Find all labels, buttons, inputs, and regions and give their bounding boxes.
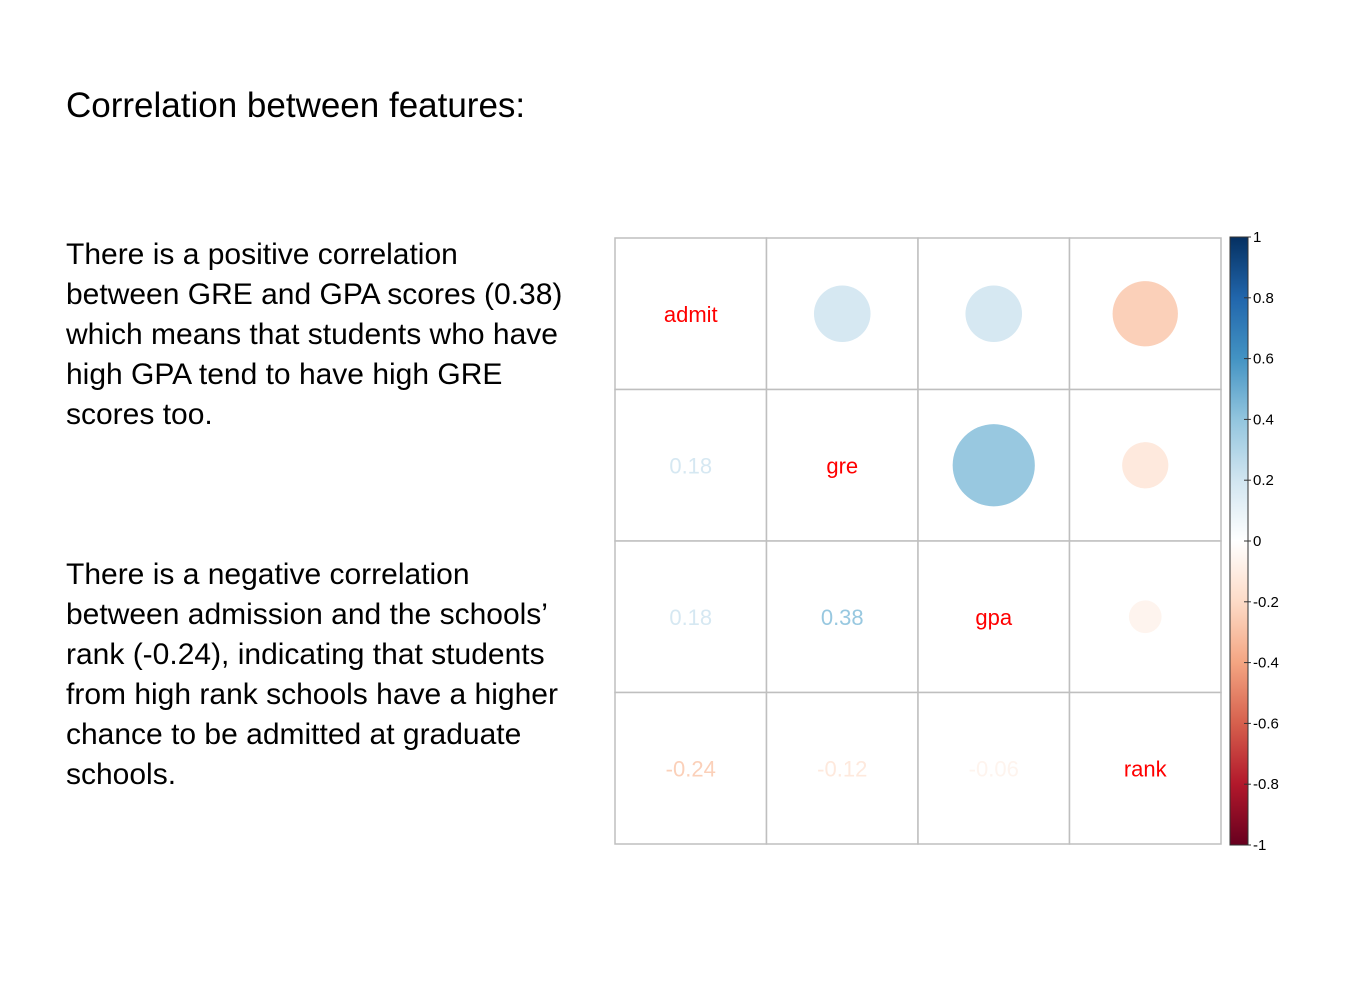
colorbar-tick-label: -0.6 bbox=[1253, 715, 1279, 732]
colorbar-tick-label: 1 bbox=[1253, 229, 1261, 246]
matrix-cell-gre-admit bbox=[614, 388, 768, 542]
matrix-cell-gre-gre bbox=[765, 388, 919, 542]
matrix-marks: admit 0.18 gre 0.18 0.38 gpa -0.24 -0.12 -0.06 ra… bbox=[664, 281, 1178, 781]
matrix-cell-admit-admit bbox=[614, 237, 768, 391]
colorbar-tick-label: 0.2 bbox=[1253, 472, 1274, 489]
corr-value-rank-gpa: -0.06 bbox=[969, 756, 1019, 781]
colorbar-tick-label: 0.8 bbox=[1253, 290, 1274, 307]
corr-circle-gpa-rank bbox=[1128, 600, 1162, 634]
colorbar-tick-label: -1 bbox=[1253, 837, 1266, 854]
corr-value-rank-gre: -0.12 bbox=[817, 756, 867, 781]
matrix-cell-gpa-admit bbox=[614, 540, 768, 694]
matrix-cell-rank-admit bbox=[614, 691, 768, 845]
matrix-cell-rank-gre bbox=[765, 691, 919, 845]
colorbar-tick-label: 0.4 bbox=[1253, 411, 1274, 428]
corr-circle-admit-rank bbox=[1112, 281, 1178, 347]
colorbar-tick-label: -0.4 bbox=[1253, 655, 1279, 672]
paragraph-positive-correlation: There is a positive correlation between … bbox=[66, 238, 563, 431]
variable-label-admit: admit bbox=[664, 302, 718, 327]
paragraph-negative-correlation: There is a negative correlation between … bbox=[66, 558, 558, 791]
colorbar-tick-label: -0.8 bbox=[1253, 776, 1279, 793]
colorbar-tick-label: -0.2 bbox=[1253, 594, 1279, 611]
correlation-matrix-chart: admit 0.18 gre 0.18 0.38 gpa -0.24 -0.12 -0.06 ra… bbox=[614, 229, 1279, 854]
colorbar-tick-label: 0.6 bbox=[1253, 351, 1274, 368]
corr-value-rank-admit: -0.24 bbox=[666, 756, 716, 781]
matrix-cell-rank-gpa bbox=[917, 691, 1071, 845]
variable-label-gre: gre bbox=[826, 453, 858, 478]
corr-value-gre-admit: 0.18 bbox=[669, 453, 712, 478]
corr-circle-gre-gpa bbox=[952, 424, 1035, 507]
colorbar: 1 0.8 0.6 0.4 0.2 0 -0.2 -0.4 -0.6 -0.8 -1 bbox=[1229, 229, 1279, 854]
corr-value-gpa-admit: 0.18 bbox=[669, 605, 712, 630]
corr-circle-admit-gre bbox=[813, 285, 871, 343]
variable-label-gpa: gpa bbox=[975, 605, 1012, 630]
corr-circle-gre-rank bbox=[1122, 442, 1169, 489]
matrix-cell-rank-rank bbox=[1068, 691, 1222, 845]
colorbar-tick-label: 0 bbox=[1253, 533, 1261, 550]
matrix-cell-gpa-gre bbox=[765, 540, 919, 694]
corr-circle-admit-gpa bbox=[965, 285, 1023, 343]
variable-label-rank: rank bbox=[1124, 756, 1168, 781]
corr-value-gpa-gre: 0.38 bbox=[821, 605, 864, 630]
slide-title: Correlation between features: bbox=[66, 86, 526, 125]
